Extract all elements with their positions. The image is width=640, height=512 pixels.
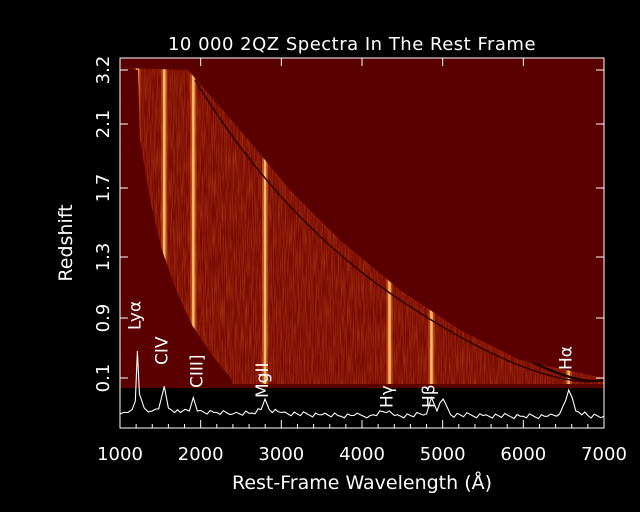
emission-line-label: MgII bbox=[253, 363, 273, 399]
composite-spectrum-line bbox=[120, 350, 604, 420]
emission-streak bbox=[263, 68, 267, 384]
x-tick-label: 6000 bbox=[500, 444, 546, 465]
x-tick-label: 3000 bbox=[258, 444, 304, 465]
y-tick-label: 3.2 bbox=[93, 56, 114, 85]
emission-line-label: CIV bbox=[152, 336, 172, 365]
emission-streak bbox=[163, 68, 166, 384]
y-tick-label: 0.9 bbox=[93, 304, 114, 333]
y-tick-label: 1.3 bbox=[93, 243, 114, 272]
y-tick-label: 1.7 bbox=[93, 174, 114, 203]
x-tick-label: 7000 bbox=[581, 444, 627, 465]
x-tick-label: 2000 bbox=[178, 444, 224, 465]
y-tick-label: 2.1 bbox=[93, 110, 114, 139]
x-tick-label: 4000 bbox=[339, 444, 385, 465]
x-axis-label: Rest-Frame Wavelength (Å) bbox=[232, 471, 492, 494]
x-axis: 1000 2000 3000 4000 5000 6000 7000 bbox=[97, 58, 627, 465]
emission-line-label: Hγ bbox=[378, 385, 398, 408]
emission-line-labels: Lyα CIV CIII] MgII Hγ Hβ Hα bbox=[125, 301, 576, 408]
emission-line-label: Hα bbox=[557, 346, 577, 370]
emission-line-label: CIII] bbox=[187, 354, 207, 388]
emission-line-label: Hβ bbox=[419, 384, 439, 408]
plot-area bbox=[120, 58, 604, 428]
x-tick-label: 1000 bbox=[97, 444, 143, 465]
y-axis: 0.1 0.9 1.3 1.7 2.1 3.2 bbox=[93, 56, 604, 393]
emission-line-label: Lyα bbox=[125, 301, 145, 330]
y-axis-label: Redshift bbox=[55, 204, 77, 281]
chart-title: 10 000 2QZ Spectra In The Rest Frame bbox=[168, 34, 536, 55]
y-tick-label: 0.1 bbox=[93, 364, 114, 393]
x-tick-label: 5000 bbox=[420, 444, 466, 465]
emission-streak bbox=[192, 68, 195, 384]
absorption-track bbox=[194, 79, 591, 383]
